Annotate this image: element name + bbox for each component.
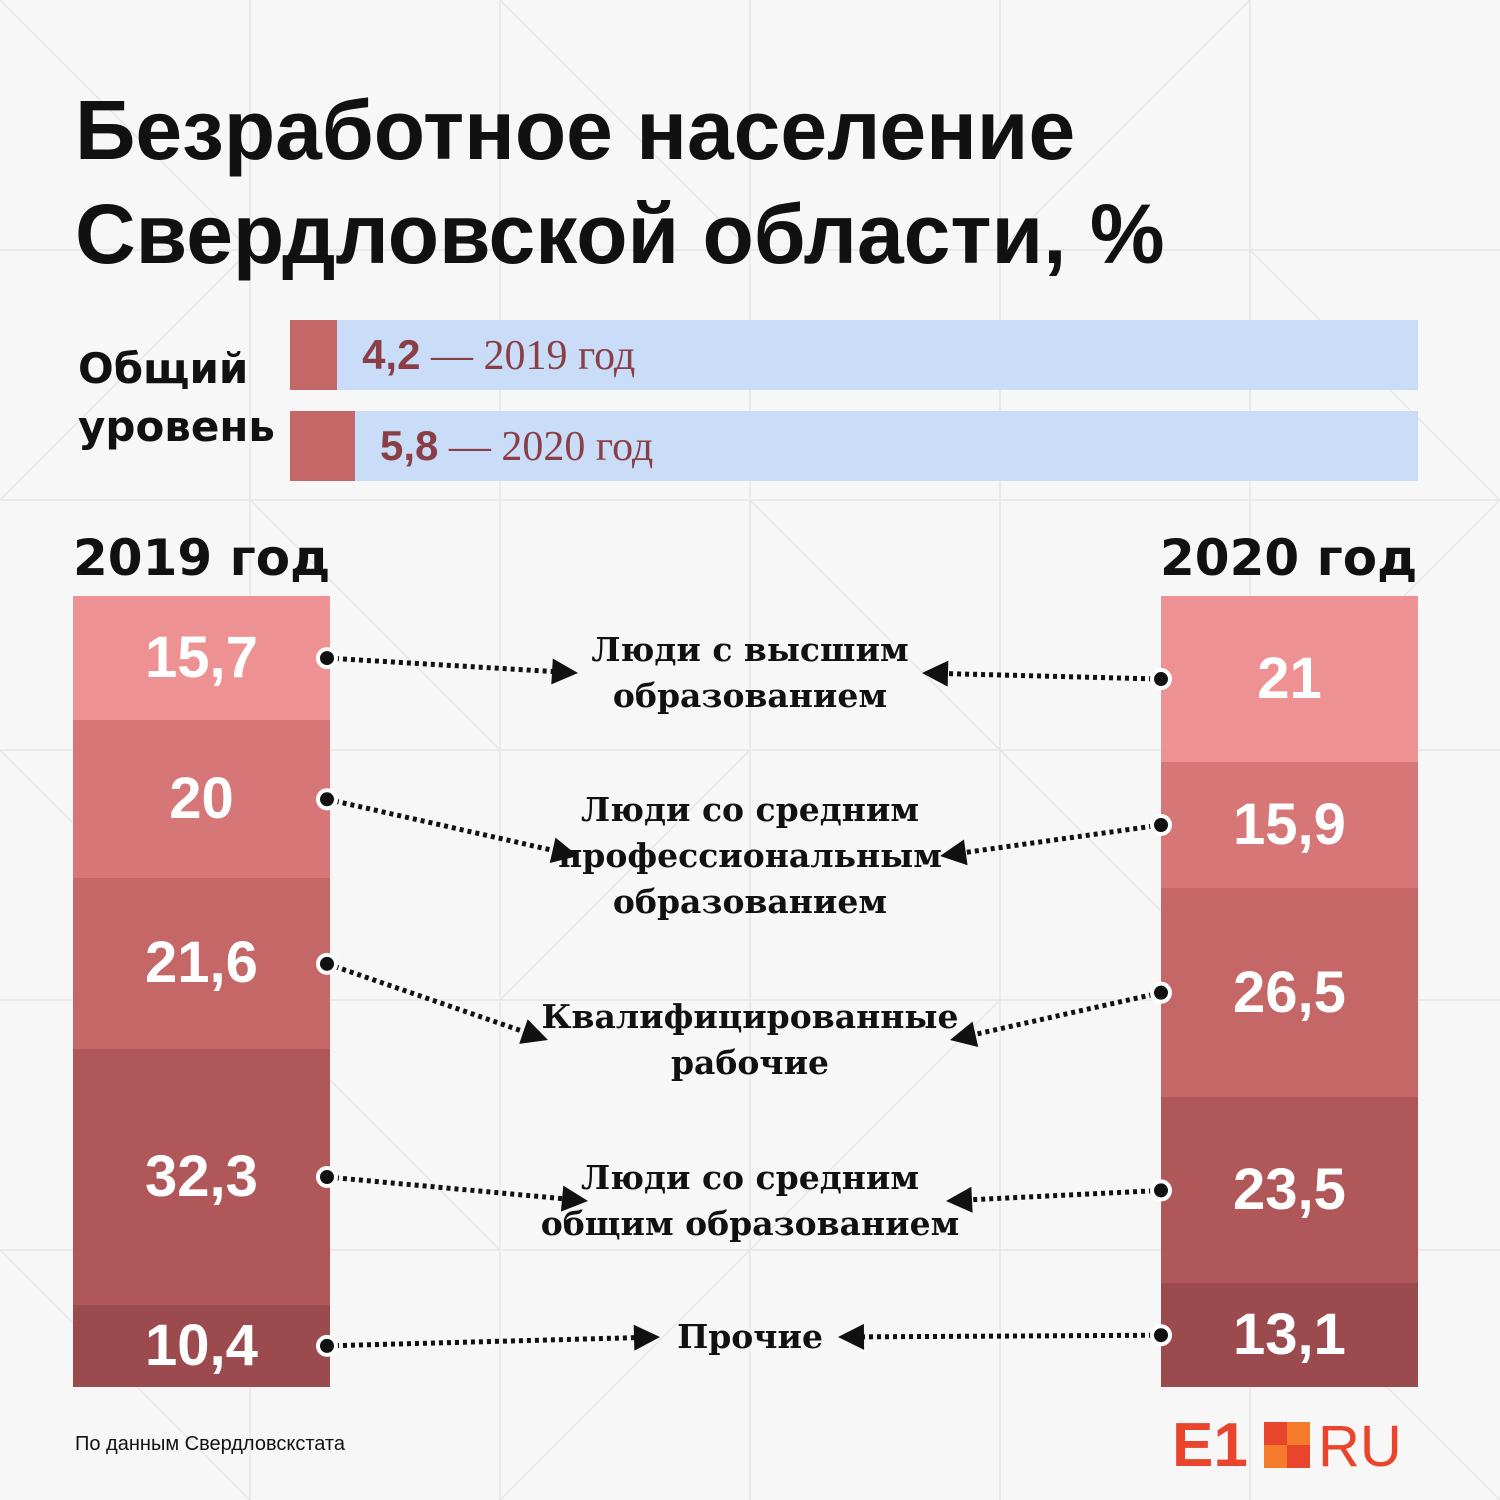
overall-label-line-2: уровень bbox=[78, 402, 275, 451]
bar-segment: 21,6 bbox=[73, 878, 330, 1050]
overall-bar-text: 5,8 — 2020 год bbox=[380, 411, 653, 482]
segment-value-label: 20 bbox=[169, 766, 234, 832]
stacked-bar-2020: 21 15,9 26,5 23,5 13,1 bbox=[1161, 596, 1418, 1387]
logo-square-accent bbox=[1264, 1445, 1287, 1468]
segment-value-label: 32,3 bbox=[145, 1144, 258, 1210]
category-label-line: профессиональным bbox=[558, 836, 942, 875]
overall-year: — 2019 год bbox=[420, 333, 636, 379]
segment-value-label: 13,1 bbox=[1233, 1302, 1346, 1368]
segment-value-label: 15,7 bbox=[145, 625, 258, 690]
bar-segment: 13,1 bbox=[1161, 1283, 1418, 1387]
segment-value-label: 26,5 bbox=[1233, 959, 1346, 1025]
logo-brand-text: E1 bbox=[1172, 1418, 1248, 1470]
bar-segment: 32,3 bbox=[73, 1049, 330, 1305]
year-heading-2019: 2019 год bbox=[73, 529, 331, 587]
overall-bar-2020: 5,8 — 2020 год bbox=[290, 411, 1418, 481]
bar-segment: 21 bbox=[1161, 596, 1418, 763]
stacked-bar-2019: 15,7 20 21,6 32,3 10,4 bbox=[73, 596, 330, 1387]
overall-label-line-1: Общий bbox=[78, 344, 249, 393]
source-note: По данным Свердловскстата bbox=[75, 1433, 345, 1455]
year-heading-2020: 2020 год bbox=[1160, 529, 1418, 587]
category-label: Прочие bbox=[520, 1314, 980, 1360]
category-label-line: общим образованием bbox=[540, 1204, 960, 1243]
bar-segment: 10,4 bbox=[73, 1304, 330, 1387]
bar-segment: 26,5 bbox=[1161, 887, 1418, 1098]
overall-bar-fill bbox=[290, 320, 338, 390]
category-label-line: Прочие bbox=[677, 1317, 823, 1356]
overall-bar-2019: 4,2 — 2019 год bbox=[290, 320, 1418, 390]
bar-segment: 23,5 bbox=[1161, 1097, 1418, 1284]
category-label: Люди со средним профессиональным образован… bbox=[520, 787, 980, 925]
segment-value-label: 15,9 bbox=[1233, 792, 1346, 858]
category-label-line: рабочие bbox=[670, 1043, 830, 1082]
bar-segment: 15,9 bbox=[1161, 762, 1418, 888]
category-label-line: Люди со средним bbox=[580, 1158, 920, 1197]
title-line-1: Безработное население bbox=[75, 83, 1076, 177]
title-line-2: Свердловской области, % bbox=[75, 187, 1165, 281]
category-label: Люди со средним общим образованием bbox=[520, 1155, 980, 1247]
bar-segment: 15,7 bbox=[73, 596, 330, 721]
logo-square-accent bbox=[1287, 1422, 1310, 1445]
segment-value-label: 23,5 bbox=[1233, 1157, 1346, 1223]
chart-title: Безработное население Свердловской облас… bbox=[75, 78, 1165, 286]
overall-value: 4,2 bbox=[362, 331, 421, 378]
category-label-line: Квалифицированные bbox=[541, 997, 959, 1036]
category-label-line: Люди со средним bbox=[580, 790, 920, 829]
category-label: Квалифицированные рабочие bbox=[520, 994, 980, 1086]
overall-year: — 2020 год bbox=[438, 424, 654, 470]
e1-logo: E1 RU bbox=[1172, 1418, 1402, 1470]
category-label-line: образованием bbox=[612, 676, 888, 715]
category-label: Люди с высшим образованием bbox=[520, 627, 980, 719]
category-label-line: Люди с высшим bbox=[591, 630, 909, 669]
segment-value-label: 21,6 bbox=[145, 930, 258, 996]
logo-ru-text: RU bbox=[1318, 1418, 1402, 1470]
segment-value-label: 21 bbox=[1257, 646, 1322, 711]
overall-value: 5,8 bbox=[380, 422, 439, 469]
overall-label: Общий уровень bbox=[78, 340, 275, 456]
category-label-line: образованием bbox=[612, 882, 888, 921]
segment-value-label: 10,4 bbox=[145, 1312, 258, 1378]
overall-bar-text: 4,2 — 2019 год bbox=[362, 320, 635, 391]
overall-bar-fill bbox=[290, 411, 355, 481]
bar-segment: 20 bbox=[73, 720, 330, 879]
